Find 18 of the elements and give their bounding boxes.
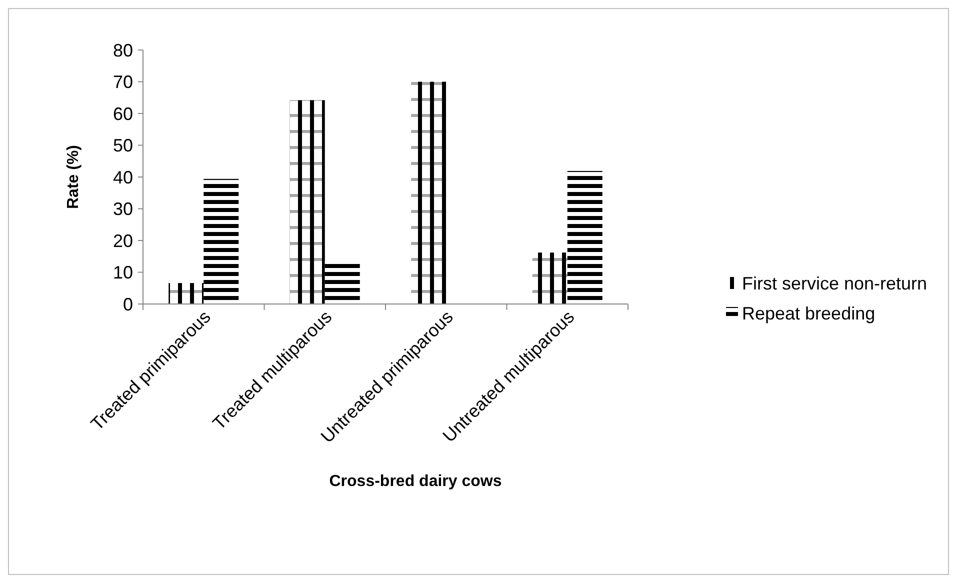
- y-tick-label: 70: [112, 72, 133, 92]
- y-tick-label: 40: [112, 167, 133, 188]
- bar: [204, 178, 239, 304]
- y-tick-label: 80: [112, 40, 133, 60]
- y-tick-label: 10: [112, 262, 133, 283]
- bar: [168, 283, 204, 304]
- bar: [324, 261, 360, 304]
- y-tick-label: 30: [112, 199, 133, 220]
- legend-label: First service non-return: [742, 273, 928, 294]
- bar: [290, 100, 325, 304]
- y-axis-title: Rate (%): [65, 144, 82, 210]
- y-tick-label: 20: [112, 230, 133, 251]
- bar: [411, 82, 446, 304]
- y-tick-label: 50: [112, 136, 133, 156]
- y-tick-label: 60: [112, 104, 133, 124]
- y-tick-label: 0: [122, 294, 133, 314]
- x-axis-title: Cross-bred dairy cows: [329, 473, 502, 490]
- legend-label: Repeat breeding: [742, 303, 876, 324]
